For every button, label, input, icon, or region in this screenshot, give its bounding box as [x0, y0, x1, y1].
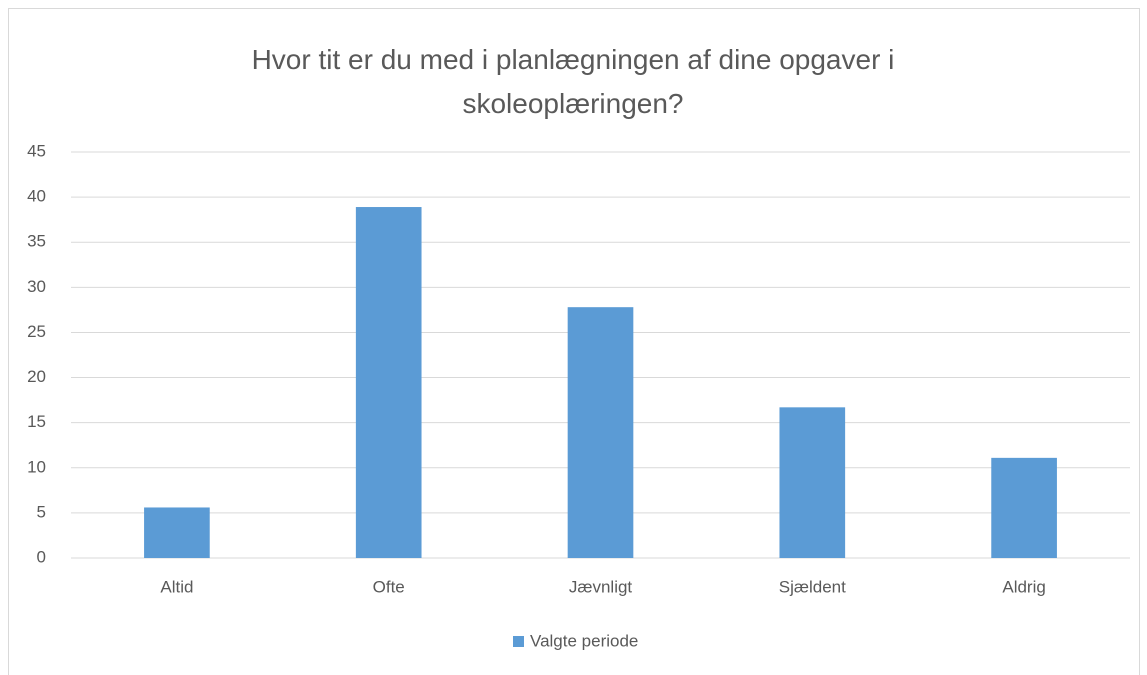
legend-swatch: [513, 636, 524, 647]
bar: [991, 457, 1057, 558]
y-tick-label: 0: [37, 547, 46, 566]
y-tick-label: 25: [27, 322, 46, 341]
chart-title: Hvor tit er du med i planlægningen af di…: [251, 44, 895, 119]
x-tick-label: Sjældent: [779, 577, 846, 596]
x-tick-label: Altid: [160, 577, 193, 596]
legend-label: Valgte periode: [530, 631, 638, 650]
x-tick-label: Ofte: [373, 577, 405, 596]
y-tick-label: 45: [27, 141, 46, 160]
y-tick-label: 20: [27, 367, 46, 386]
bar: [779, 407, 846, 558]
y-tick-label: 35: [27, 232, 46, 251]
y-tick-label: 10: [27, 457, 46, 476]
y-tick-label: 15: [27, 412, 46, 431]
bar: [355, 207, 422, 558]
x-tick-label: Jævnligt: [569, 577, 633, 596]
bar: [567, 307, 634, 558]
y-tick-label: 40: [27, 187, 46, 206]
bar: [144, 507, 210, 558]
chart-frame: [8, 8, 1140, 675]
x-tick-label: Aldrig: [1002, 577, 1045, 596]
y-tick-label: 5: [37, 502, 46, 521]
y-tick-label: 30: [27, 277, 46, 296]
